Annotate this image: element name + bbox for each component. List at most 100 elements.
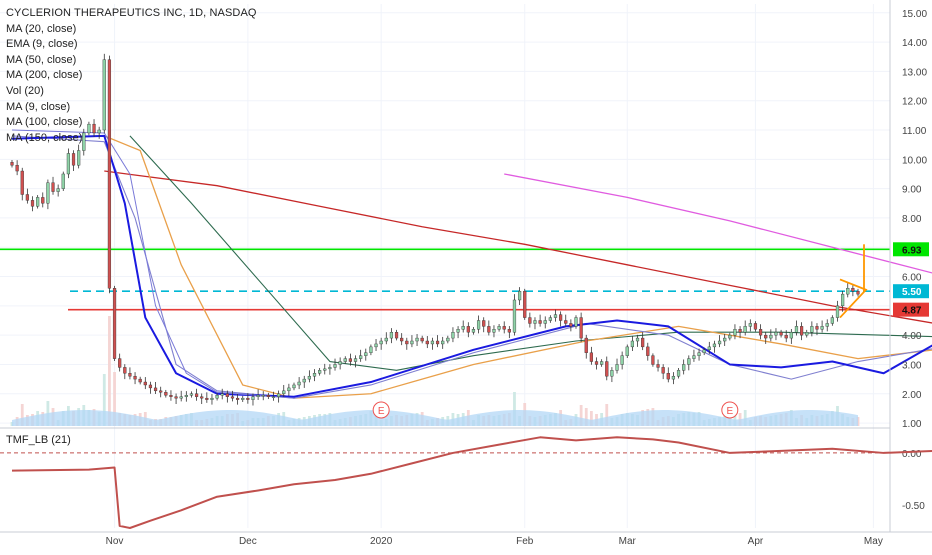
candle-body [492, 329, 496, 333]
candle-body [661, 367, 665, 374]
candle-body [87, 123, 91, 134]
candle-body [574, 317, 578, 327]
candle-body [323, 368, 327, 371]
candle-body [497, 326, 501, 330]
x-tick-label: Dec [239, 536, 257, 547]
candle-body [589, 352, 593, 362]
candle-body [779, 332, 783, 336]
candle-body [456, 329, 460, 333]
candle-body [143, 381, 147, 386]
candle-body [605, 361, 609, 377]
candle-body [507, 329, 511, 333]
volume-bar [743, 410, 747, 426]
volume-bar [102, 374, 106, 426]
candle-body [112, 288, 117, 359]
candle-body [102, 59, 106, 131]
candle-body [559, 314, 563, 321]
candle-body [733, 329, 737, 336]
legend-ma200[interactable]: MA (200, close) [6, 69, 83, 82]
y-tick-label: 6.00 [902, 273, 922, 284]
candle-body [266, 395, 270, 397]
candle-body [225, 393, 229, 397]
candle-body [723, 337, 727, 342]
candle-body [292, 384, 296, 389]
candle-body [41, 197, 45, 204]
tmf-line [11, 436, 932, 529]
candle-body [789, 332, 793, 339]
candle-body [379, 340, 383, 345]
candle-body [825, 323, 829, 327]
y-tick-label: 1.00 [902, 419, 922, 430]
legend-ma50[interactable]: MA (50, close) [6, 53, 77, 66]
candle-body [420, 337, 424, 342]
candle-body [66, 153, 70, 175]
candle-body [600, 361, 604, 365]
x-tick-label: May [864, 536, 883, 547]
candle-body [584, 337, 588, 353]
volume-bar [579, 405, 583, 426]
candle-body [441, 340, 445, 345]
x-tick-label: 2020 [370, 536, 393, 547]
legend-ma150[interactable]: MA (150, close) [6, 131, 83, 144]
pennant-triangle [839, 278, 868, 319]
candle-body [738, 329, 742, 333]
candle-body [241, 397, 245, 400]
candle-body [815, 326, 819, 330]
legend-ema9[interactable]: EMA (9, close) [6, 38, 78, 51]
candle-body [846, 288, 850, 295]
annotation-layer: EEE [372, 244, 868, 419]
candle-body [548, 317, 552, 321]
candle-body [702, 349, 706, 353]
candle-body [712, 343, 717, 348]
y-tick-label: 10.00 [902, 155, 927, 166]
level-price-label: 4.87 [902, 306, 922, 317]
level-price-tag [893, 284, 929, 299]
candle-layer [10, 53, 860, 406]
candle-body [20, 170, 24, 195]
candle-body [774, 332, 778, 336]
y-tick-label: 11.00 [902, 126, 927, 137]
candle-body [687, 358, 691, 365]
candle-body [374, 343, 378, 348]
candle-body [835, 305, 840, 318]
candle-body [215, 395, 219, 399]
candle-body [784, 334, 788, 339]
candle-body [297, 381, 301, 386]
candle-body [564, 320, 568, 324]
candle-body [46, 182, 50, 204]
candle-body [287, 387, 291, 392]
candle-body [476, 320, 481, 330]
volume-ma-area [12, 410, 858, 426]
candle-body [179, 396, 183, 399]
candle-body [220, 393, 224, 396]
candle-body [569, 323, 573, 327]
candle-body [635, 337, 640, 342]
candle-body [620, 355, 624, 365]
y-tick-label: 14.00 [902, 38, 927, 49]
candle-body [184, 395, 188, 397]
candle-body [758, 329, 763, 336]
candle-body [810, 326, 814, 333]
legend-ma9[interactable]: MA (9, close) [6, 100, 71, 113]
candle-body [523, 290, 527, 318]
candle-body [553, 314, 558, 318]
candle-body [36, 197, 40, 207]
candle-body [353, 358, 358, 362]
legend-ma20[interactable]: MA (20, close) [6, 22, 77, 35]
candle-body [533, 320, 537, 324]
candle-body [425, 340, 429, 345]
candle-body [312, 373, 317, 377]
legend-ma100[interactable]: MA (100, close) [6, 116, 83, 129]
y-tick-label: 9.00 [902, 185, 922, 196]
candle-body [579, 317, 583, 339]
level-price-label: 5.50 [902, 287, 922, 298]
candle-body [164, 392, 168, 396]
candle-body [415, 337, 419, 342]
tmf-pane-label[interactable]: TMF_LB (21) [6, 434, 71, 446]
indicator-legend: CYCLERION THERAPEUTICS INC, 1D, NASDAQ M… [6, 6, 257, 146]
candle-body [189, 393, 194, 396]
candle-body [482, 320, 486, 327]
legend-volume[interactable]: Vol (20) [6, 84, 44, 97]
y-tick-label: 3.00 [902, 360, 922, 371]
